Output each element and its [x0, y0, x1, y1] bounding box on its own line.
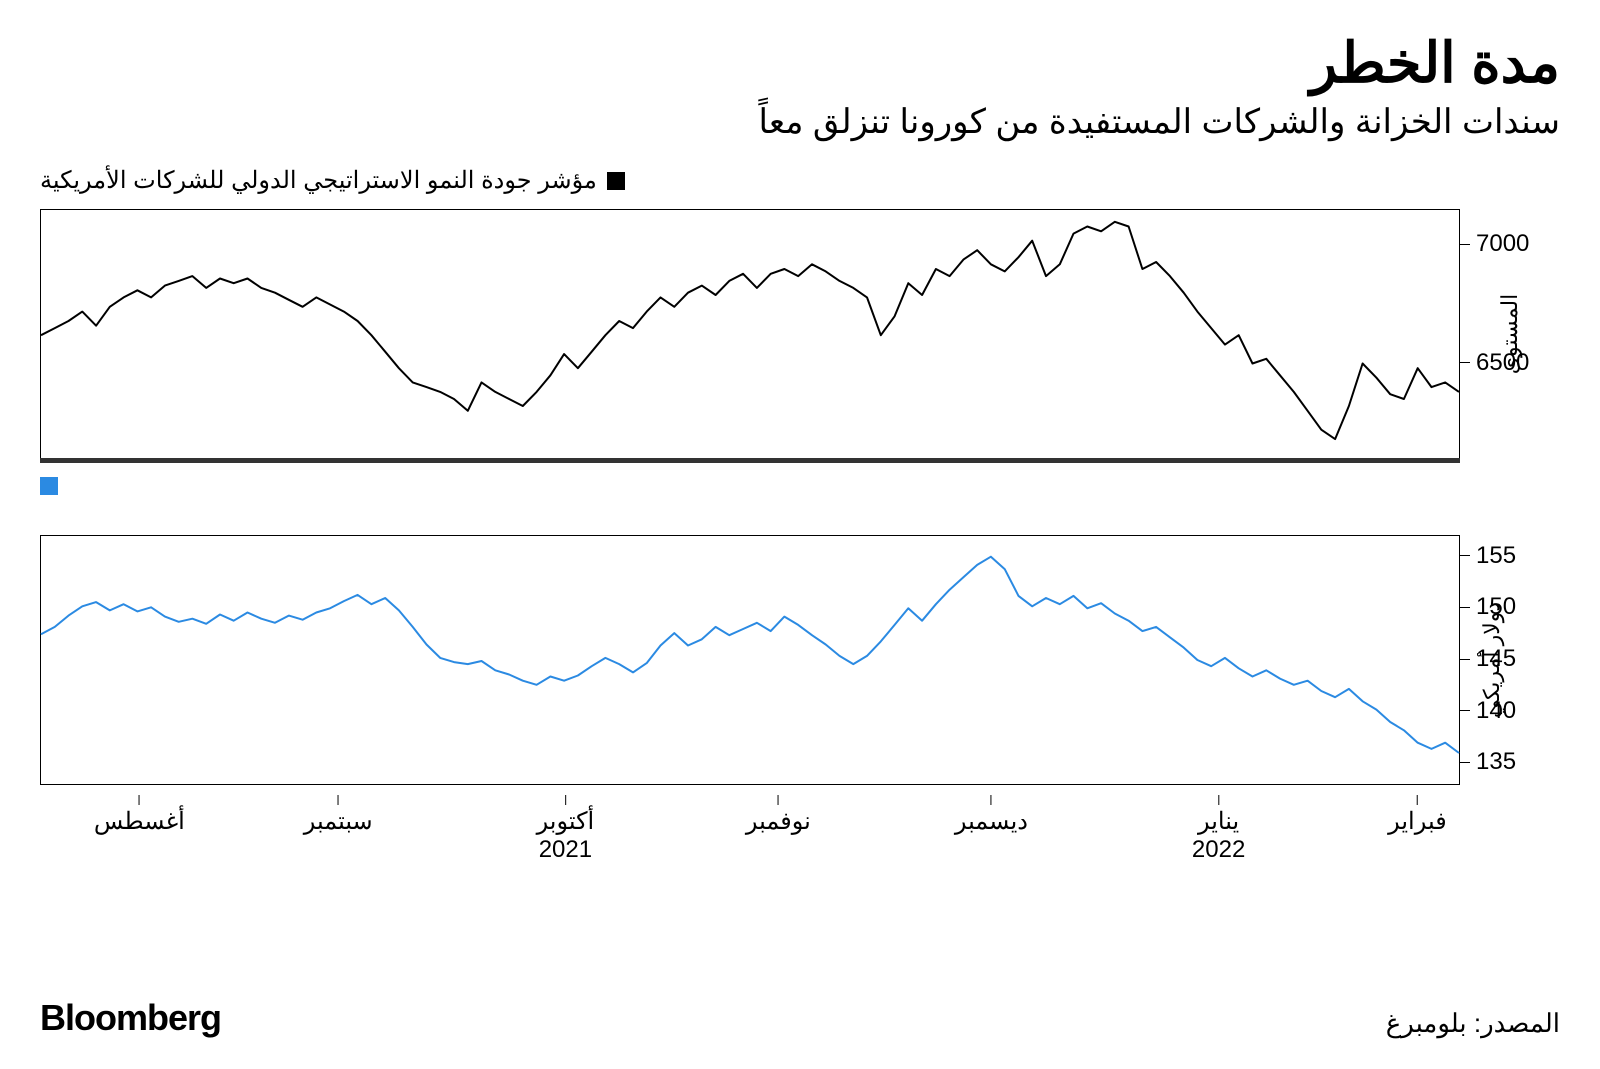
chart-subtitle: سندات الخزانة والشركات المستفيدة من كورو…: [40, 102, 1560, 142]
chart-panel-top: 65007000 المستوى: [40, 209, 1560, 459]
legend-label-top: مؤشر جودة النمو الاستراتيجي الدولي للشرك…: [40, 166, 597, 195]
y-tick: 135: [1460, 748, 1516, 776]
brand-logo: Bloomberg: [40, 997, 221, 1039]
legend-swatch-bottom: [40, 477, 58, 495]
x-axis: أغسطس سبتمبر أكتوبر2021 نوفمبر ديسمبر يناير20…: [40, 795, 1460, 875]
chart-title: مدة الخطر: [40, 30, 1560, 96]
x-tick: سبتمبر: [304, 795, 373, 836]
x-tick: أغسطس: [94, 795, 185, 836]
x-tick: ديسمبر: [955, 795, 1028, 836]
x-tick: أكتوبر2021: [537, 795, 595, 864]
chart-panel-bottom: 135140145150155 دولار أمريكي: [40, 535, 1560, 785]
x-tick: يناير2022: [1192, 795, 1245, 864]
legend-bottom: [40, 477, 1560, 495]
panel-separator: [40, 458, 1460, 463]
x-tick: فبراير: [1388, 795, 1447, 836]
x-tick: نوفمبر: [746, 795, 811, 836]
legend-swatch-top: [607, 172, 625, 190]
y-axis-label-bottom: دولار أمريكي: [1479, 602, 1505, 718]
legend-top: مؤشر جودة النمو الاستراتيجي الدولي للشرك…: [40, 166, 1560, 195]
y-tick: 155: [1460, 542, 1516, 570]
y-axis-label-top: المستوى: [1497, 294, 1523, 374]
source-attribution: المصدر: بلومبرغ: [1386, 1008, 1560, 1039]
y-tick: 7000: [1460, 230, 1529, 258]
